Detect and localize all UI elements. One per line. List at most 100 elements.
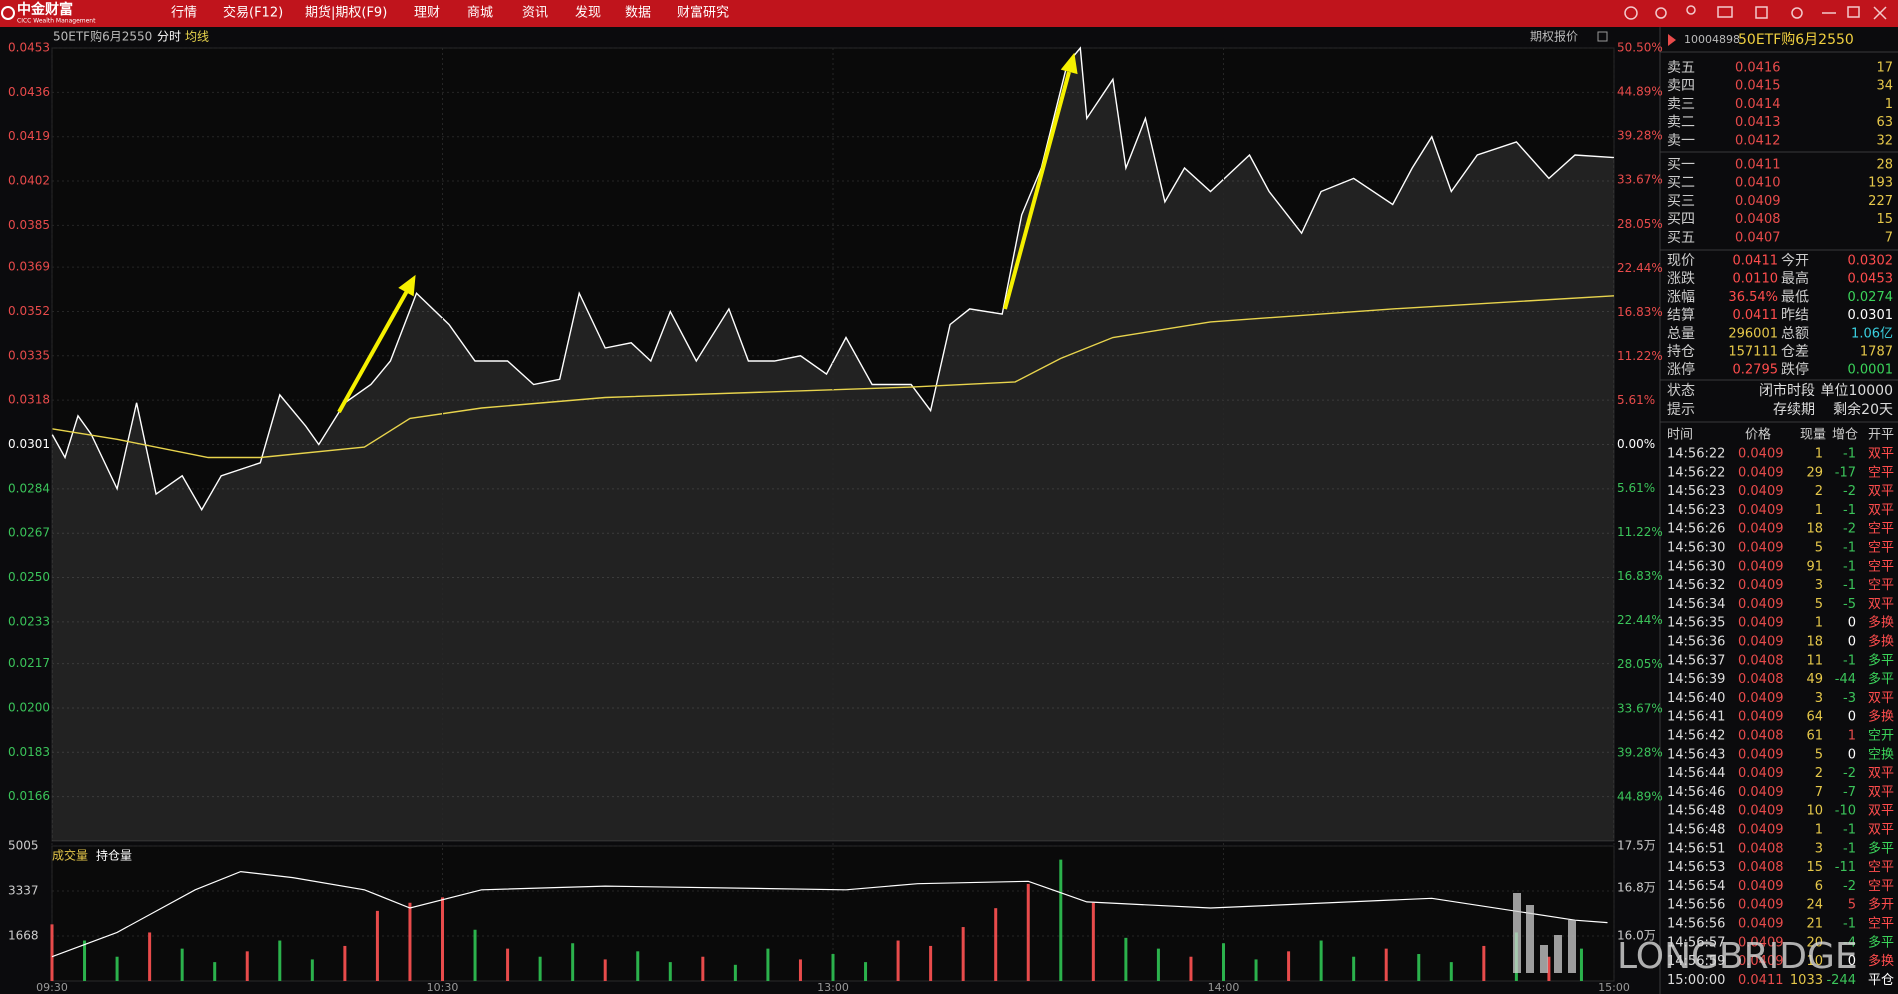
- book-label: 买三: [1667, 193, 1695, 209]
- trade-cell: 0.0409: [1738, 465, 1784, 480]
- trade-cell: 双平: [1868, 503, 1894, 518]
- trade-cell: 多平: [1868, 652, 1894, 668]
- trade-cell: 双平: [1868, 691, 1894, 706]
- trade-cell: 1: [1815, 616, 1823, 631]
- panel-toggle[interactable]: [1597, 31, 1608, 42]
- quote-code: 10004898: [1684, 33, 1740, 46]
- trade-cell: -1: [1843, 447, 1856, 462]
- trade-cell: -7: [1843, 785, 1856, 800]
- volume-bar: [213, 962, 217, 981]
- trade-cell: 0.0409: [1738, 484, 1784, 499]
- trade-cell: 14:56:42: [1667, 729, 1725, 744]
- trade-cell: 双平: [1868, 447, 1894, 462]
- stat-label: 今开: [1781, 253, 1809, 269]
- y2-tick-label: 5.61%: [1617, 393, 1655, 407]
- y-tick-label: 5005: [8, 839, 39, 853]
- book-price: 0.0411: [1735, 158, 1781, 173]
- stat-label: 仓差: [1781, 344, 1809, 360]
- trade-cell: 14:56:41: [1667, 710, 1725, 725]
- menu-item[interactable]: 数据: [625, 6, 651, 21]
- book-volume: 28: [1876, 158, 1893, 173]
- trade-cell: 14:56:44: [1667, 766, 1725, 781]
- volume-bar: [1254, 959, 1258, 981]
- y-tick-label: 0.0183: [8, 745, 50, 759]
- volume-bar: [1287, 951, 1291, 981]
- y2-tick-label: 22.44%: [1617, 261, 1663, 275]
- book-price: 0.0413: [1735, 115, 1781, 130]
- menu-item[interactable]: 期货|期权(F9): [305, 5, 387, 21]
- menu-item[interactable]: 行情: [171, 6, 197, 21]
- trade-cell: 14:56:53: [1667, 860, 1725, 875]
- y-tick-label: 0.0352: [8, 304, 50, 318]
- trade-cell: 3: [1815, 841, 1823, 856]
- trade-cell: 5: [1815, 597, 1823, 612]
- trade-cell: 0.0409: [1738, 447, 1784, 462]
- volume-bar: [1059, 859, 1063, 981]
- trade-cell: 18: [1806, 635, 1823, 650]
- trade-cell: 20: [1806, 935, 1823, 950]
- stat-label: 昨结: [1781, 308, 1809, 324]
- trade-cell: 7: [1815, 785, 1823, 800]
- trade-cell: 1: [1848, 729, 1856, 744]
- book-price: 0.0410: [1735, 176, 1781, 191]
- volume-bar: [180, 948, 184, 981]
- volume-bar: [278, 940, 282, 981]
- menu-item[interactable]: 理财: [414, 6, 440, 21]
- trade-cell: -2: [1843, 522, 1856, 537]
- book-label: 买二: [1667, 175, 1695, 191]
- trade-cell: 0.0409: [1738, 785, 1784, 800]
- brand-en: CICC Wealth Management: [17, 18, 96, 25]
- menu-item[interactable]: 财富研究: [677, 5, 729, 21]
- y-tick-label: 0.0335: [8, 348, 50, 362]
- trade-cell: 空平: [1868, 559, 1894, 574]
- stat-value: 0.0411: [1733, 254, 1779, 269]
- trade-cell: 14:56:39: [1667, 672, 1725, 687]
- trade-cell: 0.0409: [1738, 635, 1784, 650]
- trade-cell: 1: [1815, 823, 1823, 838]
- stat-label: 涨跌: [1667, 271, 1695, 287]
- trade-cell: 21: [1806, 917, 1823, 932]
- menu-item[interactable]: 交易(F12): [223, 5, 283, 21]
- volume-bar: [1579, 948, 1583, 981]
- y-tick-label: 0.0402: [8, 174, 50, 188]
- trade-cell: 双平: [1868, 823, 1894, 838]
- trade-cell: -2: [1843, 766, 1856, 781]
- trade-cell: 多换: [1868, 709, 1894, 725]
- trade-cell: 14:56:59: [1667, 954, 1725, 969]
- trade-cell: 14:56:57: [1667, 935, 1725, 950]
- volume-bar: [310, 959, 314, 981]
- menu-bar: [0, 0, 1898, 27]
- y2-tick-label: 44.89%: [1617, 789, 1663, 803]
- trade-cell: 空平: [1868, 541, 1894, 556]
- stat-label: 最高: [1781, 270, 1809, 287]
- trade-cell: -3: [1843, 691, 1856, 706]
- book-price: 0.0408: [1735, 212, 1781, 227]
- trade-cell: 0.0409: [1738, 954, 1784, 969]
- trade-cell: 空平: [1868, 860, 1894, 875]
- volume-bar: [1222, 943, 1225, 981]
- volume-bar: [733, 964, 737, 981]
- menu-item[interactable]: 发现: [575, 5, 601, 21]
- trade-cell: 双平: [1868, 804, 1894, 819]
- window-icons: [1624, 5, 1887, 20]
- volume-bar: [571, 943, 575, 981]
- stat-value: 1787: [1860, 345, 1893, 360]
- trade-cell: 0.0409: [1738, 559, 1784, 574]
- book-volume: 7: [1885, 230, 1893, 245]
- trade-cell: -5: [1843, 597, 1856, 612]
- y2-tick-label: 11.22%: [1617, 349, 1663, 363]
- trade-cell: 5: [1815, 541, 1823, 556]
- chart-mode: 分时: [157, 30, 181, 44]
- y-tick-label: 1668: [8, 929, 39, 943]
- trade-cell: 14:56:48: [1667, 804, 1725, 819]
- trade-cell: 14:56:51: [1667, 841, 1725, 856]
- trade-cell: 0: [1848, 635, 1856, 650]
- trade-cell: 0.0409: [1738, 879, 1784, 894]
- volume-bar: [961, 927, 965, 981]
- quote-button[interactable]: 期权报价: [1530, 29, 1578, 44]
- price-line: [51, 295, 1615, 459]
- menu-item[interactable]: 资讯: [522, 6, 548, 21]
- menu-item[interactable]: 商城: [467, 6, 493, 21]
- trade-cell: 0.0409: [1738, 747, 1784, 762]
- book-volume: 34: [1876, 79, 1893, 94]
